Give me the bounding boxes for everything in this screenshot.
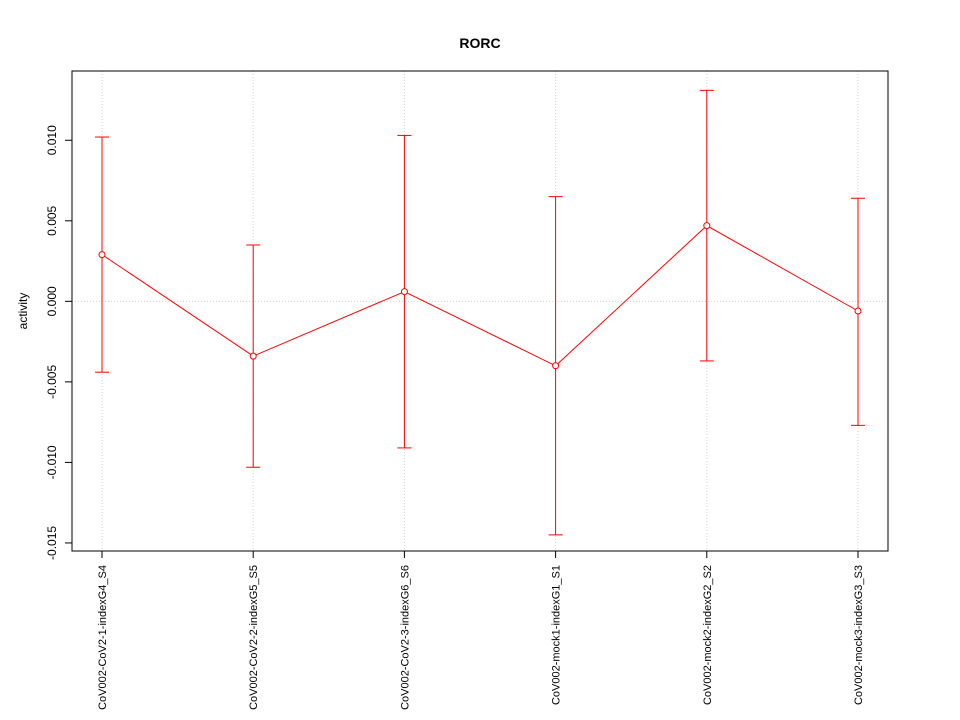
x-tick-label: CoV002-mock1-indexG1_S1: [551, 565, 563, 705]
data-point: [552, 362, 560, 370]
data-point: [400, 288, 408, 296]
series-line: [101, 225, 859, 367]
y-tick-label: -0.010: [45, 445, 59, 479]
data-point: [98, 251, 106, 259]
grid: [72, 71, 888, 551]
x-axis: CoV002-CoV2-1-indexG4_S4 CoV002-CoV2-2-in…: [97, 551, 865, 710]
data-point: [703, 222, 711, 230]
y-tick-label: -0.015: [45, 526, 59, 560]
chart-title: RORC: [459, 35, 500, 51]
x-tick-label: CoV002-CoV2-3-indexG6_S6: [399, 565, 411, 710]
y-tick-label: -0.005: [45, 365, 59, 399]
y-tick-label: 0.005: [45, 205, 59, 235]
y-axis: -0.015 -0.010 -0.005 0.000 0.005 0.010: [45, 125, 72, 560]
y-tick-label: 0.000: [45, 286, 59, 316]
x-tick-label: CoV002-CoV2-2-indexG5_S5: [248, 565, 260, 710]
x-tick-label: CoV002-mock3-indexG3_S3: [853, 565, 865, 705]
x-tick-label: CoV002-mock2-indexG2_S2: [702, 565, 714, 705]
data-point: [249, 352, 257, 360]
series-group: [95, 89, 865, 536]
y-axis-label: activity: [16, 293, 30, 330]
data-point: [854, 307, 862, 315]
x-tick-label: CoV002-CoV2-1-indexG4_S4: [97, 565, 109, 710]
plot-frame: [71, 70, 889, 552]
y-tick-label: 0.010: [45, 125, 59, 155]
